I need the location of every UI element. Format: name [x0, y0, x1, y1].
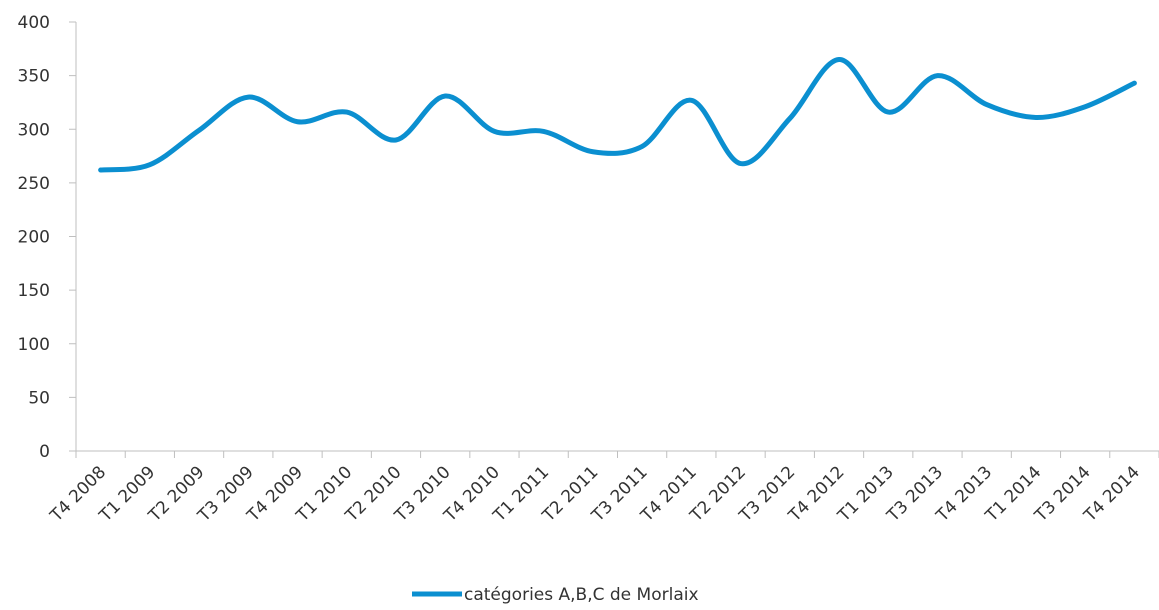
y-tick-label: 100	[18, 335, 50, 355]
y-tick-label: 250	[18, 174, 50, 194]
y-tick-label: 400	[18, 13, 50, 33]
data-line	[98, 57, 1137, 173]
y-tick-label: 300	[18, 120, 50, 140]
y-tick-label: 200	[18, 228, 50, 248]
legend-label: catégories A,B,C de Morlaix	[464, 585, 699, 605]
y-tick-label: 0	[39, 442, 50, 462]
y-tick-label: 350	[18, 67, 50, 87]
y-tick-label: 150	[18, 281, 50, 301]
y-tick-label: 50	[28, 388, 50, 408]
